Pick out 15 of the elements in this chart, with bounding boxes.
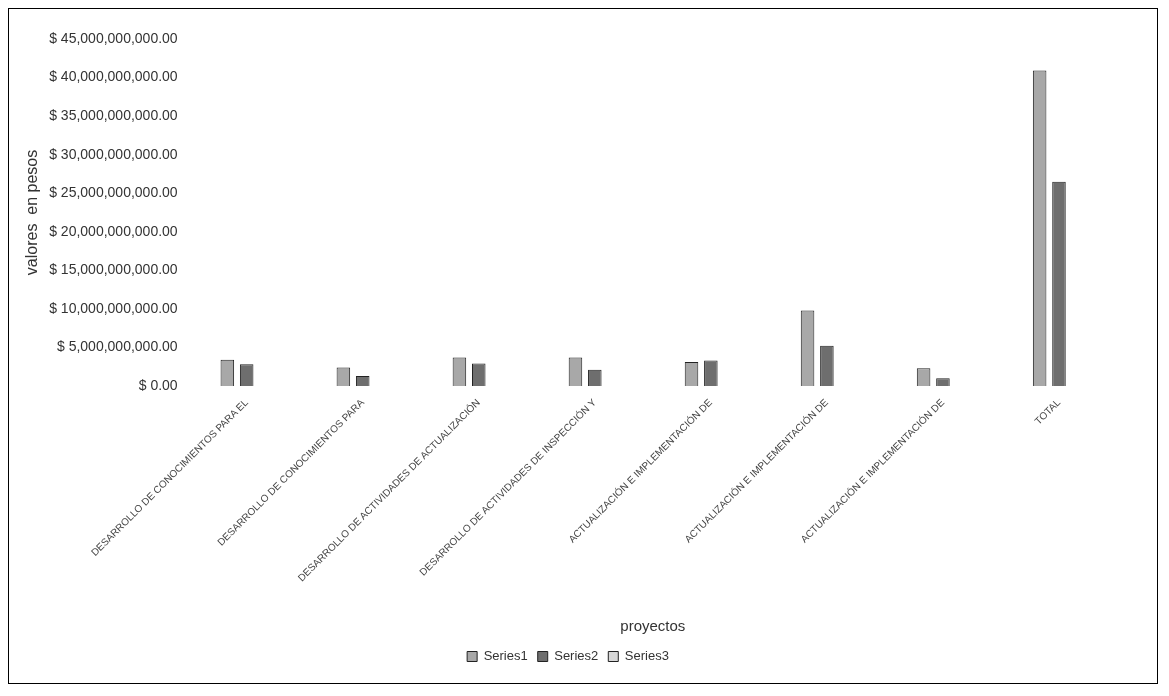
y-tick-label: $ 15,000,000,000.00	[49, 261, 178, 278]
y-tick-label: $ 20,000,000,000.00	[49, 222, 178, 239]
y-tick-label: $ 35,000,000,000.00	[49, 106, 178, 123]
y-tick-label: $ 5,000,000,000.00	[56, 338, 178, 355]
y-tick-label: $ 10,000,000,000.00	[49, 299, 178, 316]
y-tick-label: $ 0.00	[138, 376, 178, 393]
y-tick-label: $ 45,000,000,000.00	[49, 29, 178, 46]
x-axis-title: proyectos	[620, 617, 686, 635]
y-tick-label: $ 25,000,000,000.00	[49, 184, 178, 201]
legend-label: Series2	[554, 648, 599, 664]
legend-label: Series3	[624, 648, 669, 664]
legend-label: Series1	[483, 648, 528, 664]
y-tick-label: $ 40,000,000,000.00	[49, 68, 178, 85]
y-axis-title: valores en pesos	[23, 149, 41, 276]
y-tick-label: $ 30,000,000,000.00	[49, 145, 178, 162]
